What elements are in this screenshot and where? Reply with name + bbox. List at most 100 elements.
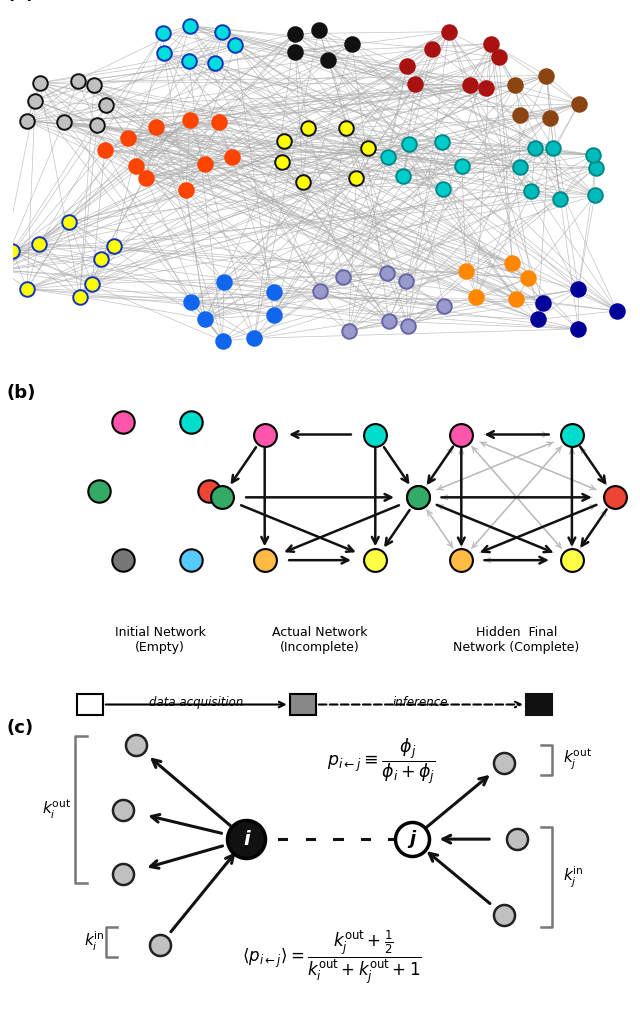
Point xyxy=(494,49,504,66)
Point xyxy=(344,322,354,339)
Point xyxy=(97,250,107,267)
Point xyxy=(277,153,287,170)
Point xyxy=(109,238,119,254)
Point xyxy=(185,112,195,129)
Point xyxy=(481,79,491,96)
Point xyxy=(278,133,289,149)
Point xyxy=(347,35,357,52)
Point xyxy=(515,107,525,124)
Point xyxy=(7,243,17,260)
Point xyxy=(567,426,577,443)
Point xyxy=(407,831,417,848)
Point xyxy=(218,333,228,349)
FancyBboxPatch shape xyxy=(77,694,102,715)
Point xyxy=(438,299,449,315)
Point xyxy=(589,187,600,204)
Point xyxy=(100,142,110,159)
Point xyxy=(444,24,454,40)
Point xyxy=(249,330,259,346)
Point xyxy=(118,552,129,569)
Point xyxy=(510,77,520,94)
Point xyxy=(338,269,348,285)
Point xyxy=(523,270,533,286)
Point xyxy=(573,281,584,298)
Point xyxy=(241,831,252,848)
Point xyxy=(58,113,68,130)
Point xyxy=(398,168,408,184)
Point xyxy=(72,73,83,90)
Point xyxy=(230,37,241,54)
Point xyxy=(314,22,324,38)
Text: Hidden  Final
Network (Complete): Hidden Final Network (Complete) xyxy=(454,626,580,654)
Text: Actual Network
(Incomplete): Actual Network (Incomplete) xyxy=(272,626,368,654)
Point xyxy=(511,290,522,307)
Point xyxy=(118,801,129,818)
Text: $k_i^{\mathrm{out}}$: $k_i^{\mathrm{out}}$ xyxy=(42,798,71,821)
Text: $k_i^{\mathrm{in}}$: $k_i^{\mathrm{in}}$ xyxy=(84,930,105,954)
Point xyxy=(217,24,227,40)
Point xyxy=(298,173,308,190)
Point xyxy=(573,320,584,337)
Point xyxy=(526,183,536,200)
Text: Initial Network
(Empty): Initial Network (Empty) xyxy=(115,626,205,654)
Point xyxy=(186,294,196,310)
Point xyxy=(141,169,151,185)
Point xyxy=(555,191,565,207)
Text: i: i xyxy=(243,829,250,849)
Point xyxy=(548,140,559,157)
Point xyxy=(486,35,497,52)
Point xyxy=(508,254,518,271)
Point xyxy=(92,116,102,133)
Point xyxy=(30,93,40,109)
FancyBboxPatch shape xyxy=(290,694,316,715)
Point xyxy=(530,140,540,157)
Point xyxy=(381,265,392,281)
Point xyxy=(158,25,168,41)
Point xyxy=(131,158,141,174)
Point xyxy=(340,119,351,136)
Point xyxy=(401,273,411,289)
Point xyxy=(216,489,227,506)
Point xyxy=(227,149,237,166)
Point xyxy=(22,112,32,129)
Point xyxy=(303,119,314,136)
Point xyxy=(457,159,467,175)
Point xyxy=(465,76,475,93)
Point xyxy=(87,275,97,291)
Text: inference: inference xyxy=(393,696,449,709)
Point xyxy=(541,67,552,83)
Point xyxy=(533,311,543,328)
Point xyxy=(64,213,74,230)
Point xyxy=(538,295,548,311)
Point xyxy=(573,96,584,112)
Point xyxy=(118,866,129,883)
Point xyxy=(200,156,210,172)
Text: $p_{i\leftarrow j} \equiv \dfrac{\phi_j}{\phi_i + \phi_j}$: $p_{i\leftarrow j} \equiv \dfrac{\phi_j}… xyxy=(327,736,436,786)
Point xyxy=(590,160,600,176)
Point xyxy=(499,907,509,924)
Text: (c): (c) xyxy=(6,719,34,736)
Point xyxy=(410,76,420,93)
Point xyxy=(323,52,333,68)
Point xyxy=(0,262,6,278)
Point xyxy=(436,134,447,150)
Point xyxy=(515,159,525,175)
Point xyxy=(290,26,300,42)
Point xyxy=(214,113,224,130)
Point xyxy=(461,263,471,279)
Point xyxy=(159,44,169,61)
Point xyxy=(93,483,104,500)
Point xyxy=(123,130,133,146)
Point xyxy=(456,426,467,443)
Point xyxy=(75,288,85,305)
Point xyxy=(260,426,270,443)
Point xyxy=(545,109,555,126)
Point xyxy=(567,552,577,569)
Point xyxy=(456,552,467,569)
Text: $k_j^{\mathrm{out}}$: $k_j^{\mathrm{out}}$ xyxy=(563,748,592,772)
Point xyxy=(22,280,32,297)
Point xyxy=(89,76,99,93)
Point xyxy=(610,489,620,506)
Point xyxy=(184,18,195,34)
Point xyxy=(210,55,220,71)
